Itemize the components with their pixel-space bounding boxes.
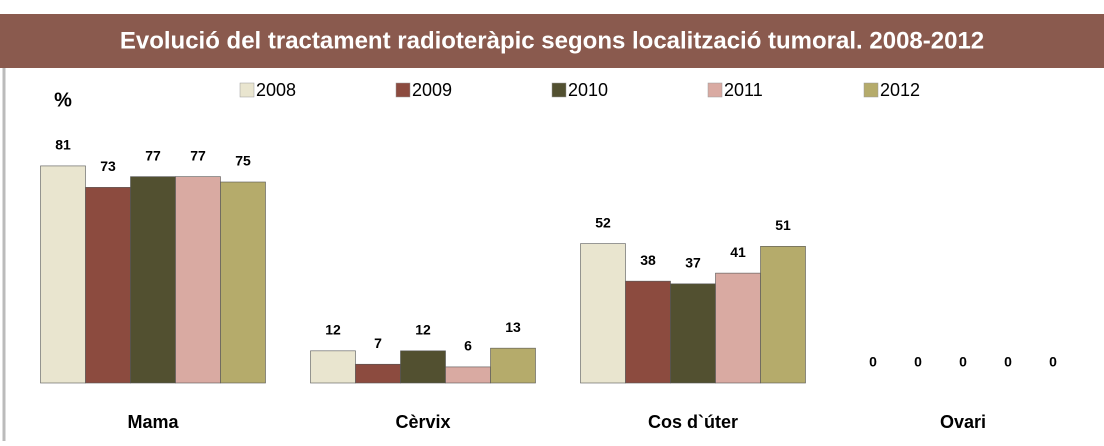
legend-swatch — [239, 82, 255, 98]
bar-bevel — [403, 353, 443, 380]
y-axis-label: % — [54, 89, 72, 111]
value-label: 0 — [914, 354, 922, 370]
bar-bevel — [673, 286, 713, 380]
legend-swatch — [395, 82, 411, 98]
bar-bevel — [763, 249, 803, 380]
value-label: 0 — [869, 354, 877, 370]
bar-bevel — [223, 185, 263, 380]
bar-bevel — [313, 353, 353, 380]
bar-bevel — [358, 367, 398, 380]
value-label: 12 — [415, 322, 431, 338]
chart-title: Evolució del tractament radioteràpic seg… — [120, 27, 984, 54]
value-label: 41 — [730, 244, 746, 260]
value-label: 77 — [190, 147, 206, 163]
legend-swatch — [863, 82, 879, 98]
value-label: 75 — [235, 153, 251, 169]
x-tick-label: Cèrvix — [395, 412, 450, 432]
x-tick-label: Mama — [127, 412, 179, 432]
value-label: 81 — [55, 137, 71, 153]
x-tick-label: Ovari — [940, 412, 986, 432]
legend-label: 2010 — [568, 80, 608, 100]
value-label: 73 — [100, 158, 116, 174]
bar-bevel — [88, 190, 128, 380]
legend-label: 2011 — [724, 80, 763, 100]
bar-bevel — [583, 246, 623, 380]
value-label: 52 — [595, 214, 611, 230]
value-label: 6 — [464, 338, 472, 354]
bar-bevel — [43, 168, 83, 380]
value-label: 0 — [959, 354, 967, 370]
bar-bevel — [718, 276, 758, 380]
value-label: 0 — [1049, 354, 1057, 370]
value-label: 12 — [325, 322, 341, 338]
bar-bevel — [178, 179, 218, 380]
value-label: 51 — [775, 217, 791, 233]
legend-label: 2008 — [256, 80, 296, 100]
bar-bevel — [133, 179, 173, 380]
x-tick-label: Cos d`úter — [648, 412, 738, 432]
value-label: 7 — [374, 335, 382, 351]
bar-bevel — [448, 369, 488, 380]
bar-bevel — [493, 351, 533, 380]
bar-bevel — [628, 284, 668, 380]
legend-swatch — [707, 82, 723, 98]
legend-swatch — [551, 82, 567, 98]
value-label: 38 — [640, 252, 656, 268]
value-label: 0 — [1004, 354, 1012, 370]
legend-label: 2012 — [880, 80, 920, 100]
value-label: 13 — [505, 319, 521, 335]
value-label: 77 — [145, 147, 161, 163]
title-bar — [0, 14, 1104, 68]
legend-label: 2009 — [412, 80, 452, 100]
value-label: 37 — [685, 255, 701, 271]
